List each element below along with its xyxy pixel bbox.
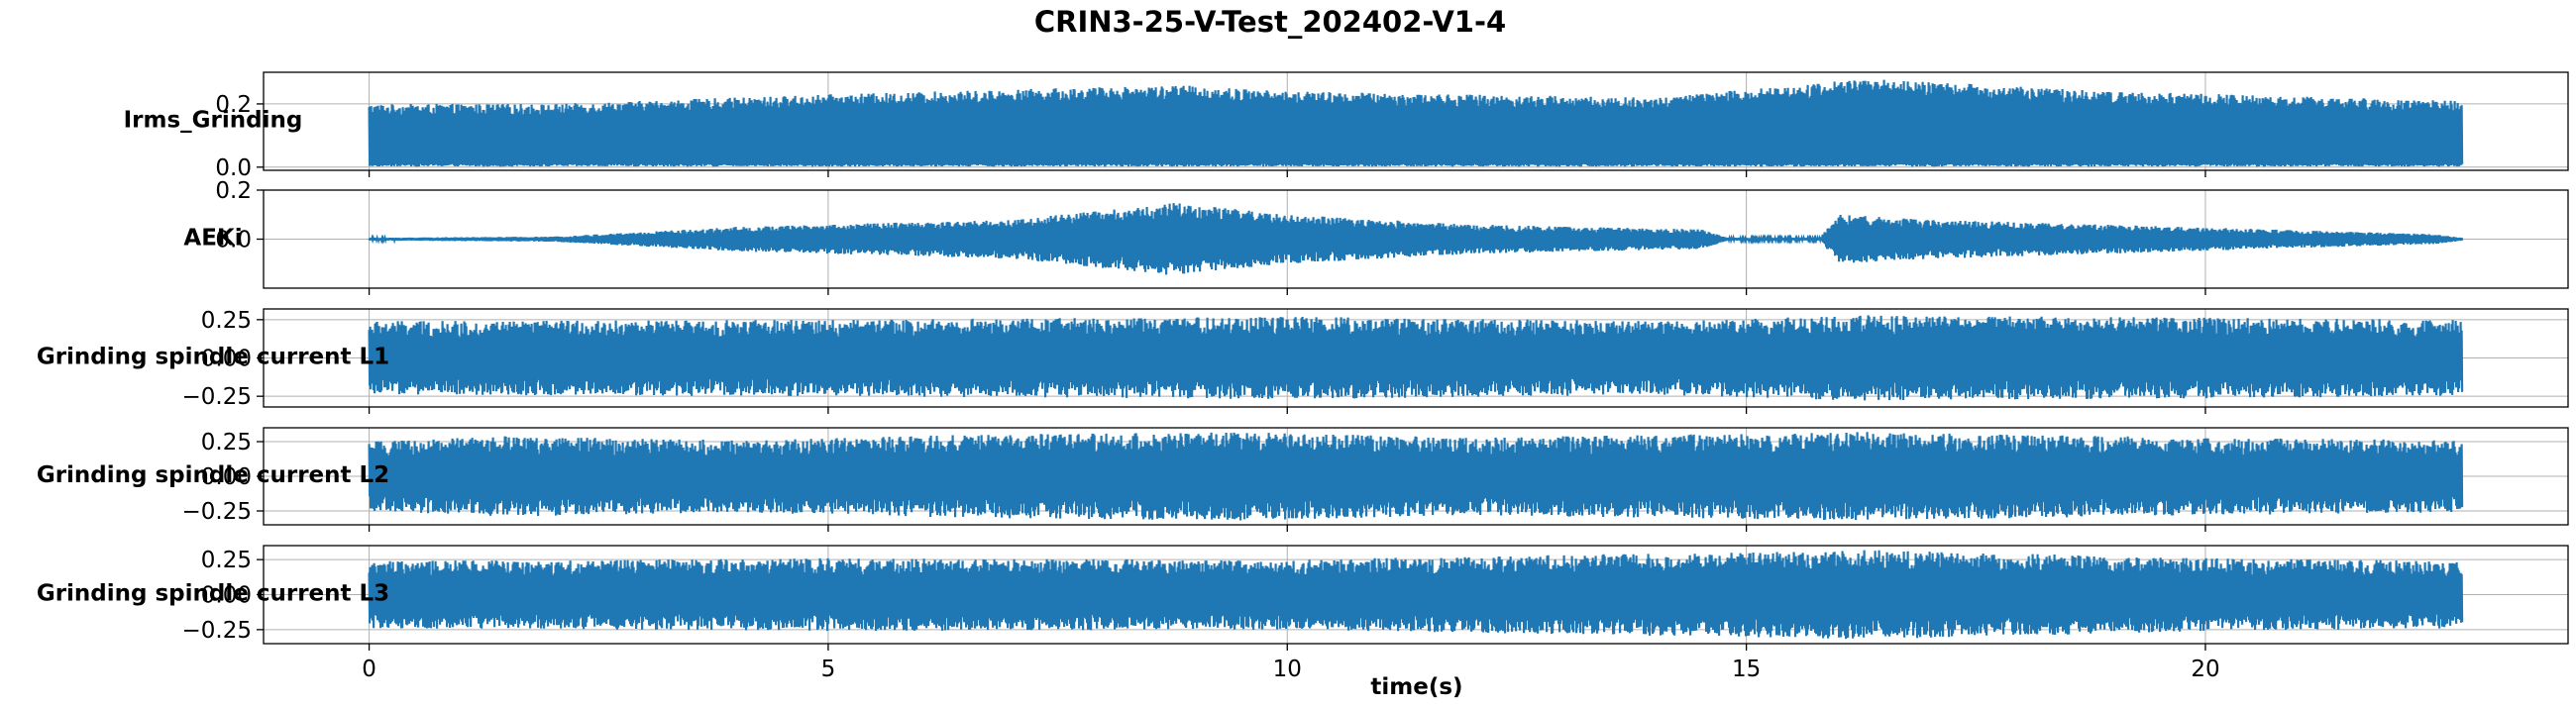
axes-frame (263, 71, 2569, 171)
y-tick-label: 0.2 (215, 178, 252, 204)
subplots: 0.00.2Irms_Grinding0.00.2AEKi−0.250.000.… (37, 71, 2569, 682)
y-tick-label: 0.2 (215, 92, 252, 118)
x-tick-label: 10 (1273, 657, 1302, 682)
subplot-3: −0.25 0.00 0.25 Grinding spindle current L1 (37, 308, 2569, 414)
x-tick-label: 15 (1732, 657, 1761, 682)
y-tick-label: 0.0 (215, 228, 252, 253)
y-axis-label: Grinding spindle current L1 (37, 345, 389, 370)
chart-title: CRIN3-25-V-Test_202402-V1-4 (1034, 5, 1506, 39)
y-tick-label: −0.25 (182, 384, 252, 410)
y-axis-label: Grinding spindle current L2 (37, 462, 389, 488)
x-tick-label: 5 (821, 657, 836, 682)
signal-line (368, 315, 2464, 401)
subplot-4: −0.25 0.00 0.25 Grinding spindle current L2 (37, 427, 2569, 532)
y-axis-label: Grinding spindle current L3 (37, 581, 389, 607)
y-tick-label: 0.00 (201, 347, 252, 372)
x-tick-label: 0 (362, 657, 376, 682)
y-tick-label: 0.00 (201, 583, 252, 609)
signal-line (368, 432, 2464, 521)
y-tick-label: 0.0 (215, 155, 252, 181)
signal-line (368, 550, 2464, 640)
signal-line (368, 79, 2464, 167)
y-tick-label: 0.25 (201, 430, 252, 455)
y-tick-label: −0.25 (182, 499, 252, 525)
subplot-5: −0.25 0.00 0.25 Grinding spindle current L3… (37, 545, 2569, 682)
x-axis-label: time(s) (1370, 674, 1462, 700)
y-tick-label: 0.25 (201, 308, 252, 334)
y-tick-label: −0.25 (182, 618, 252, 644)
y-tick-label: 0.25 (201, 548, 252, 573)
x-tick-label: 20 (2191, 657, 2219, 682)
signal-line (368, 203, 2464, 275)
y-axis-label: AEKi (183, 226, 242, 252)
y-axis-label: Irms_Grinding (124, 108, 303, 134)
subplot-2: 0.0 0.2 AEKi (183, 178, 2569, 295)
y-tick-label: 0.00 (201, 464, 252, 490)
